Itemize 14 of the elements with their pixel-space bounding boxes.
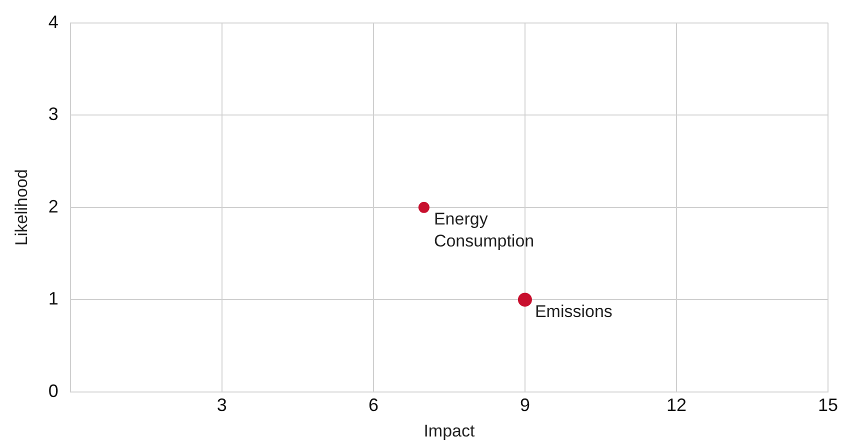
- y-tick-label: 4: [48, 12, 58, 32]
- y-tick-label: 2: [48, 196, 58, 216]
- x-tick-label: 15: [818, 394, 838, 415]
- y-tick-label: 3: [48, 104, 58, 124]
- x-tick-label: 12: [666, 394, 686, 415]
- annotation: Energy Consumption: [434, 210, 534, 251]
- annotation: Emissions: [534, 302, 612, 321]
- y-axis-title: Likelihood: [12, 169, 31, 246]
- x-tick-label: 9: [520, 394, 530, 415]
- y-tick-label: 0: [48, 380, 58, 401]
- x-tick-label: 6: [368, 394, 378, 415]
- y-tick-label: 1: [48, 288, 58, 309]
- x-tick-label: 3: [216, 394, 227, 415]
- x-axis-title: Impact: [424, 421, 475, 440]
